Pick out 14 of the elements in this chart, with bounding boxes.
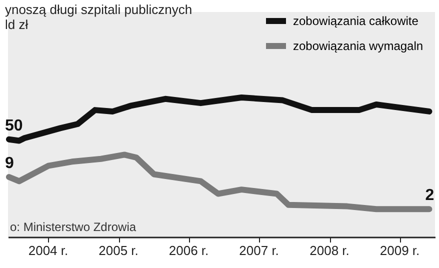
x-tick-label: 2005 r. [98,243,138,258]
annotation: 9 [4,155,14,172]
x-tick-label: 2006 r. [168,243,209,258]
x-tick-label: 2009 r. [380,243,420,258]
chart-title: ynoszą długi szpitali publicznych [4,2,192,17]
annotation: 2 [425,187,434,204]
annotation: 50 [4,117,23,134]
legend-label: zobowiązania wymagaln [293,39,424,53]
x-tick-label: 2008 r. [310,243,350,258]
annotation: o: Ministerstwo Zdrowia [10,220,136,234]
chart-subtitle: ld zł [4,17,28,32]
legend-label: zobowiązania całkowite [293,14,419,28]
x-tick-label: 2007 r. [239,243,279,258]
x-tick-label: 2004 r. [28,243,68,258]
